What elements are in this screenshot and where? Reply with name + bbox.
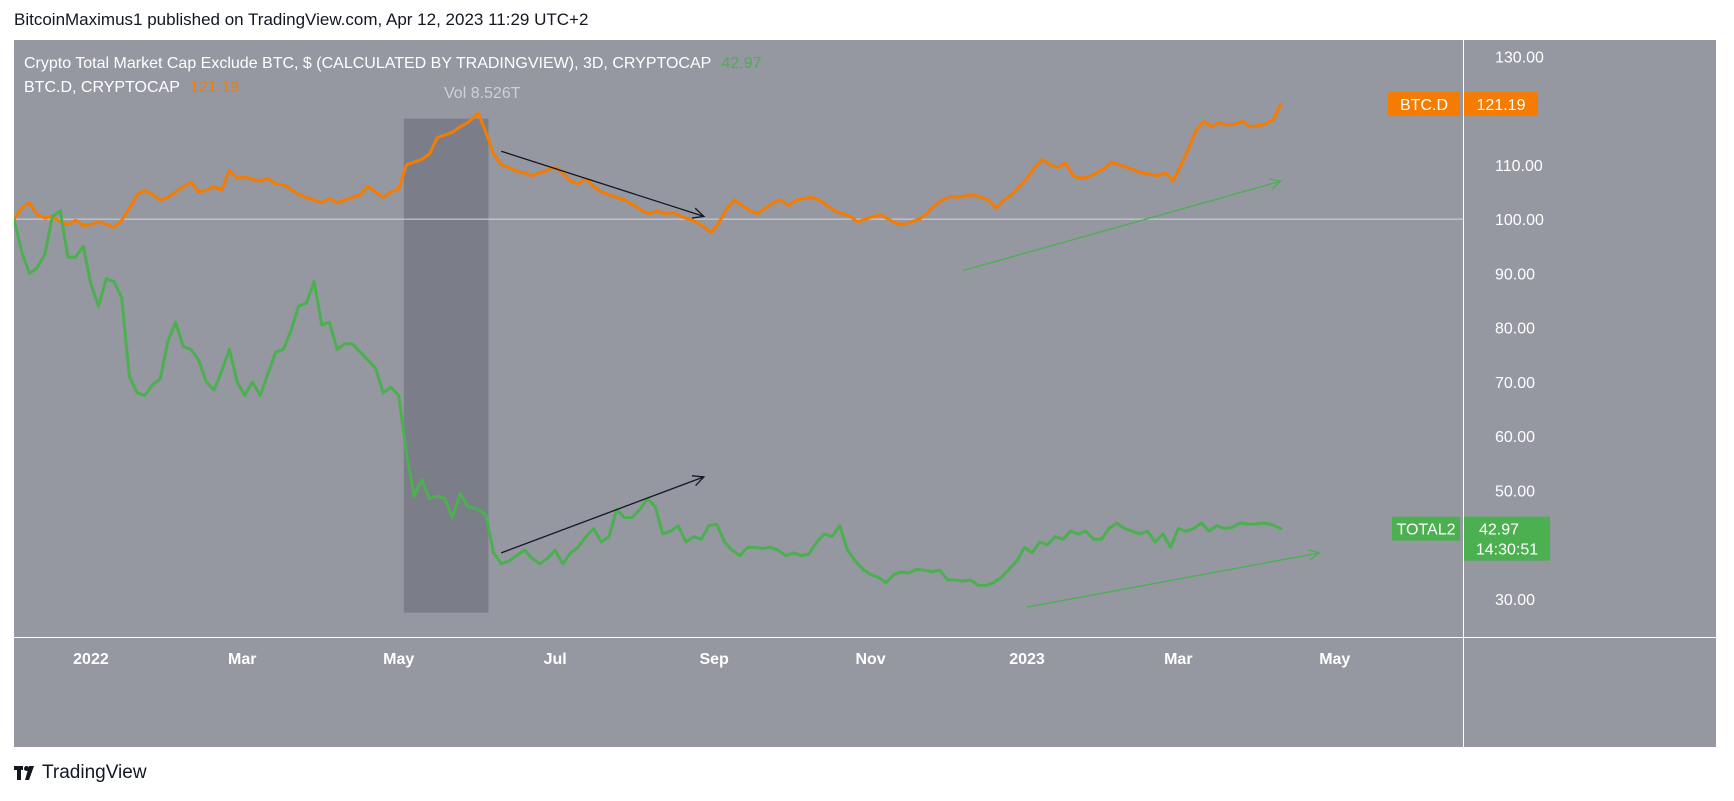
y-tick-label: 60.00 xyxy=(1495,429,1535,446)
y-tick-label: 110.00 xyxy=(1495,158,1543,175)
x-tick-label: Mar xyxy=(228,651,256,668)
annotation-arrowhead-2 xyxy=(691,475,706,487)
highlight-box xyxy=(403,118,489,613)
x-tick-label: May xyxy=(383,651,414,668)
total2-countdown: 14:30:51 xyxy=(1476,542,1538,559)
y-tick-label: 30.00 xyxy=(1495,592,1535,609)
annotation-arrow-1[interactable] xyxy=(501,150,705,218)
btcd-price-tag xyxy=(1464,92,1538,117)
chart-background xyxy=(14,40,1716,747)
annotation-arrow-4[interactable] xyxy=(1026,552,1320,608)
annotation-arrow-2[interactable] xyxy=(501,476,705,554)
annotation-arrow-3[interactable] xyxy=(962,180,1282,272)
annotation-arrowhead-1 xyxy=(691,207,706,219)
x-tick-label: Mar xyxy=(1164,651,1192,668)
x-tick-label: Jul xyxy=(544,651,567,668)
annotation-arrowhead-4 xyxy=(1307,549,1321,561)
x-tick-label: Sep xyxy=(699,651,729,668)
btcd-series-tag xyxy=(1388,92,1460,117)
x-tick-label: May xyxy=(1319,651,1350,668)
total2-price-tag xyxy=(1464,516,1550,561)
total2-series-tag xyxy=(1392,516,1460,541)
tradingview-logo-icon xyxy=(14,766,34,780)
legend-row-btcd[interactable]: BTC.D, CRYPTOCAP 121.19 xyxy=(24,76,762,100)
total2-series-tag-text: TOTAL2 xyxy=(1397,522,1456,539)
legend-total2-title: Crypto Total Market Cap Exclude BTC, $ (… xyxy=(24,55,712,72)
btcd-price-tag-value: 121.19 xyxy=(1477,97,1526,114)
x-tick-label: 2023 xyxy=(1009,651,1045,668)
legend-btcd-title: BTC.D, CRYPTOCAP xyxy=(24,79,180,96)
x-tick-label: 2022 xyxy=(73,651,109,668)
btcd-series-tag-text: BTC.D xyxy=(1400,97,1448,114)
series-line-btc-d[interactable] xyxy=(14,102,1283,235)
chart-legend: Crypto Total Market Cap Exclude BTC, $ (… xyxy=(24,52,762,102)
y-tick-label: 80.00 xyxy=(1495,321,1535,338)
x-tick-label: Nov xyxy=(855,651,885,668)
legend-btcd-value: 121.19 xyxy=(190,79,239,96)
y-tick-label: 130.00 xyxy=(1495,49,1544,66)
y-tick-label: 90.00 xyxy=(1495,266,1535,283)
y-tick-label: 70.00 xyxy=(1495,375,1535,392)
y-tick-label: 100.00 xyxy=(1495,212,1544,229)
tradingview-logo[interactable]: TradingView xyxy=(14,762,147,784)
chart-canvas[interactable]: 130.00 110.00 100.00 90.00 80.00 70.00 60.00 50… xyxy=(14,40,1716,747)
publication-header: BitcoinMaximus1 published on TradingView… xyxy=(14,10,589,29)
tradingview-brand: TradingView xyxy=(42,762,147,783)
legend-row-total2[interactable]: Crypto Total Market Cap Exclude BTC, $ (… xyxy=(24,52,762,76)
legend-volume: Vol 8.526T xyxy=(444,85,521,102)
legend-total2-value: 42.97 xyxy=(721,55,762,72)
annotation-arrowhead-3 xyxy=(1268,178,1283,190)
chart-frame: 130.00 110.00 100.00 90.00 80.00 70.00 60.00 50… xyxy=(14,40,1716,747)
y-tick-label: 50.00 xyxy=(1495,483,1535,500)
total2-price-tag-value: 42.97 xyxy=(1479,522,1519,539)
